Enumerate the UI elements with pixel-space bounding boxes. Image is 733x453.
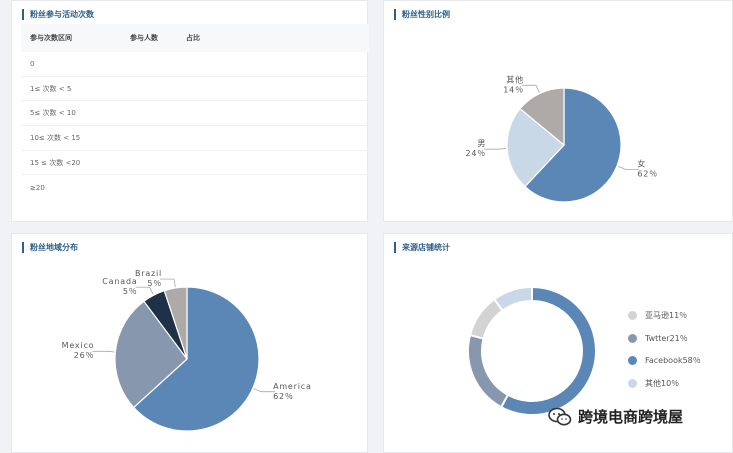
range-cell: 0 (30, 59, 35, 68)
range-cell: 1≤ 次数 < 5 (30, 84, 72, 93)
leader-line (135, 286, 154, 295)
column-header-count: 参与人数 (130, 34, 158, 42)
range-cell: ≥20 (30, 183, 45, 192)
range-cell: 10≤ 次数 < 15 (30, 133, 81, 142)
legend-dot (628, 356, 637, 365)
wechat-icon (548, 407, 572, 425)
legend-label: Twtter21％ (645, 333, 688, 343)
slice-label: 其他 (506, 74, 524, 84)
table-row: 10≤ 次数 < 15 (21, 126, 369, 151)
pie-slice-Brazil (163, 286, 188, 360)
watermark-text: 跨境电商跨境屋 (578, 408, 684, 426)
slice-label: 男 (477, 139, 486, 148)
activity-panel-title: 粉丝参与活动次数 (22, 9, 94, 20)
column-header-range: 参与次数区间 (30, 34, 72, 42)
pie-slice-Mexico (114, 300, 188, 409)
leader-line (92, 350, 115, 353)
slice-value-label: 26％ (74, 351, 95, 360)
source-panel: 来源店铺统计 亚马逊11％ Twtter21％ Facebook58％ 其他10％ (383, 233, 733, 453)
slice-value-label: 62％ (637, 169, 658, 178)
region-panel: 粉丝地域分布 America 62％ Mexico 26％ Canada 5％ Brazil… (11, 233, 368, 453)
slice-label: Mexico (62, 341, 95, 350)
pie-slice-男 (506, 107, 565, 188)
activity-panel: 粉丝参与活动次数 参与次数区间 参与人数 占比 0 1≤ 次数 < 5 5≤ 次… (11, 0, 369, 222)
leader-line (521, 84, 540, 93)
pie-slice-其他 (519, 87, 565, 147)
legend-dot (628, 333, 637, 343)
leader-line (160, 278, 176, 287)
legend-label: 其他10％ (645, 378, 680, 388)
slice-value-label: 5％ (123, 287, 138, 296)
gender-panel-title: 粉丝性别比例 (394, 9, 450, 20)
slice-value-label: 24％ (466, 149, 487, 158)
pie-slice-Twtter (467, 333, 510, 409)
table-row: 1≤ 次数 < 5 (21, 77, 369, 102)
range-cell: 15 ≤ 次数 <20 (30, 158, 81, 167)
table-header: 参与次数区间 参与人数 占比 (21, 24, 369, 52)
pie-slice-Facebook (499, 285, 597, 416)
gender-panel: 粉丝性别比例 女 62％ 男 24％ 其他 14％ (383, 0, 733, 222)
legend-item: Facebook58％ (628, 355, 701, 366)
leader-line (617, 166, 640, 170)
pie-slice-其他 (492, 285, 533, 312)
slice-label: America (273, 382, 312, 391)
slice-value-label: 14％ (503, 85, 524, 94)
pie-slice-女 (524, 87, 622, 203)
legend-item: 亚马逊11％ (628, 310, 687, 321)
slice-label: Canada (102, 277, 137, 286)
legend-dot (628, 378, 637, 388)
column-header-ratio: 占比 (186, 34, 200, 42)
legend-item: 其他10％ (628, 378, 679, 389)
activity-table: 参与次数区间 参与人数 占比 0 1≤ 次数 < 5 5≤ 次数 < 10 10… (21, 24, 369, 200)
slice-value-label: 5％ (147, 279, 162, 288)
region-panel-title: 粉丝地域分布 (22, 242, 78, 253)
slice-label: 女 (637, 158, 646, 168)
watermark: 跨境电商跨境屋 (548, 406, 683, 427)
table-row: ≥20 (21, 175, 369, 200)
slice-label: Brazil (135, 269, 162, 278)
leader-line (484, 148, 507, 150)
pie-slice-America (132, 286, 260, 432)
table-row: 0 (21, 52, 369, 77)
source-panel-title: 来源店铺统计 (394, 242, 450, 253)
range-cell: 5≤ 次数 < 10 (30, 109, 76, 118)
slice-value-label: 62％ (273, 392, 294, 401)
source-donut-chart (467, 285, 597, 416)
legend-item: Twtter21％ (628, 333, 688, 344)
leader-line (253, 388, 276, 393)
legend-label: Facebook58％ (645, 356, 701, 365)
table-row: 15 ≤ 次数 <20 (21, 151, 369, 176)
legend-label: 亚马逊11％ (645, 311, 688, 320)
legend-dot (628, 311, 637, 320)
table-row: 5≤ 次数 < 10 (21, 101, 369, 127)
